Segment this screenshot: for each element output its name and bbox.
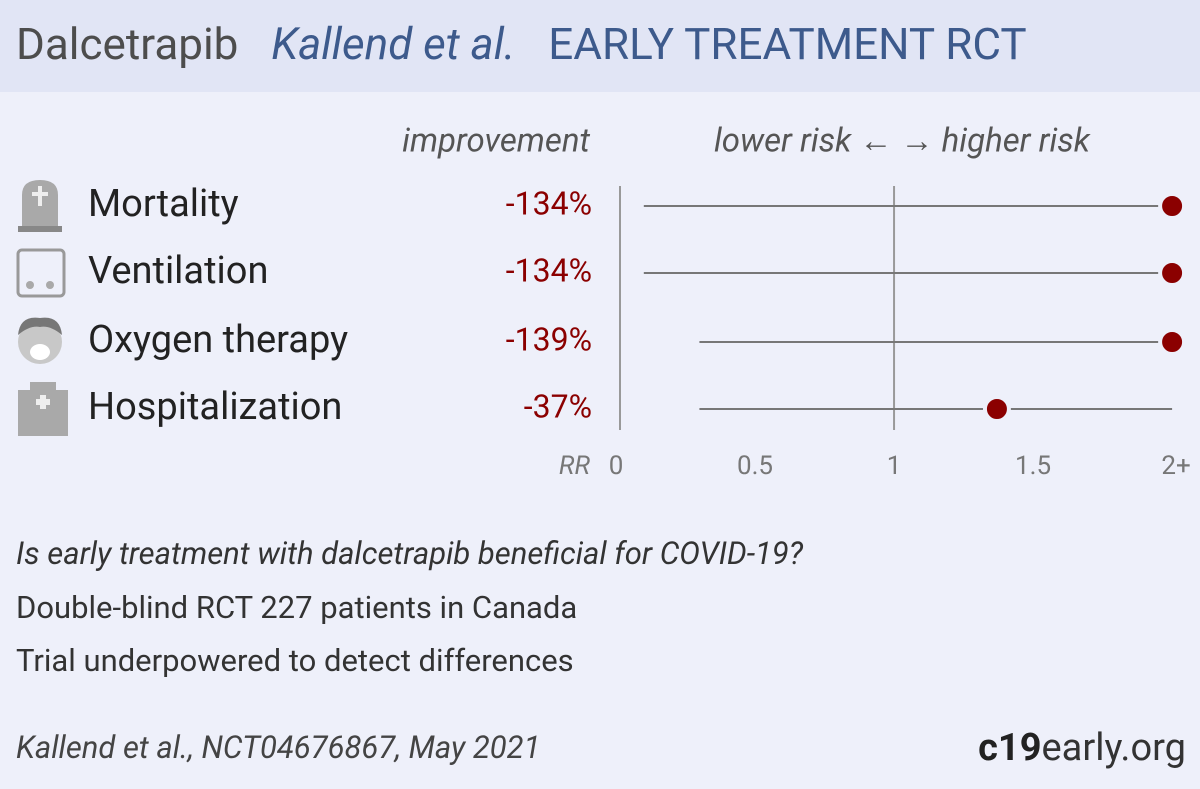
x-tick-label: 2+ xyxy=(1161,451,1190,481)
outcome-label: Oxygen therapy xyxy=(88,318,348,362)
hospital-roof xyxy=(30,382,56,392)
ventilator-knob xyxy=(26,281,34,289)
x-tick-label: 1.5 xyxy=(1015,451,1051,481)
x-tick-label: 0 xyxy=(609,451,624,481)
improvement-label: -134% xyxy=(506,184,592,222)
outcome-label: Mortality xyxy=(88,182,239,226)
x-tick-label: 1 xyxy=(887,451,902,481)
column-label: improvement xyxy=(402,122,590,161)
brand: c19early.org xyxy=(978,726,1186,770)
point-estimate xyxy=(1158,259,1187,287)
brand-bold: c19 xyxy=(978,726,1041,770)
oxygen-mask xyxy=(30,344,50,360)
header-band xyxy=(0,0,1200,92)
ventilator-icon xyxy=(16,248,66,298)
direction-label: lower risk ← → higher risk xyxy=(714,122,1091,161)
improvement-label: -134% xyxy=(506,251,592,289)
drug: Dalcetrapib xyxy=(16,18,238,70)
trial-label: EARLY TREATMENT RCT xyxy=(548,18,1026,70)
improvement-label: -37% xyxy=(524,387,592,425)
patient-icon xyxy=(18,320,62,364)
summary-design: Double-blind RCT 227 patients in Canada xyxy=(16,589,577,626)
header-title: Dalcetrapib Kallend et al. EARLY TREATME… xyxy=(16,18,1027,70)
summary-note: Trial underpowered to detect differences xyxy=(16,642,574,679)
axis-label: RR xyxy=(559,451,591,481)
icons xyxy=(16,180,68,436)
tombstone-base xyxy=(18,226,62,232)
authors: Kallend et al. xyxy=(271,18,515,70)
patient-hair xyxy=(18,317,62,335)
outcome-label: Ventilation xyxy=(88,249,268,293)
outcome-label: Hospitalization xyxy=(88,385,342,429)
cross-icon xyxy=(32,192,48,196)
ventilator-knob xyxy=(46,281,54,289)
point-estimate xyxy=(1158,192,1187,220)
brand-rest: early.org xyxy=(1042,726,1187,770)
citation-text: Kallend et al., NCT04676867, May 2021 xyxy=(16,729,540,766)
improvement-label: -139% xyxy=(506,320,592,358)
x-tick-label: 0.5 xyxy=(737,451,773,481)
point-estimate xyxy=(1158,328,1187,356)
summary-question: Is early treatment with dalcetrapib bene… xyxy=(16,535,804,572)
hospital-cross xyxy=(36,399,50,405)
point-estimate xyxy=(982,395,1011,423)
